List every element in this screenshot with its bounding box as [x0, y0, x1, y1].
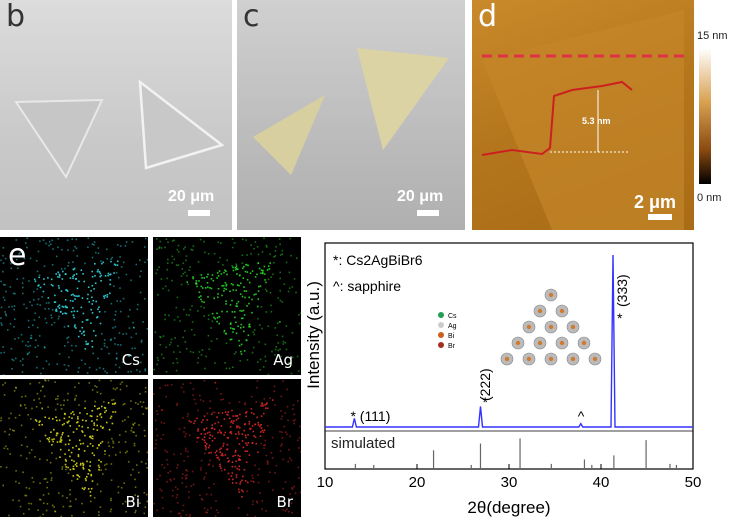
- y-axis-label: Intensity (a.u.): [305, 281, 323, 389]
- panel-label-c: c: [243, 0, 260, 34]
- scale-bar-b: [188, 210, 210, 216]
- inset-atom: [581, 340, 587, 346]
- panel-c: c 20 μm: [237, 0, 465, 230]
- x-tick-label-0: 10: [317, 474, 334, 491]
- eds-map-cs: Cs: [0, 237, 148, 375]
- inset-atom: [570, 356, 576, 362]
- peak-label-sapphire: ^: [578, 408, 585, 424]
- peak-star-222: *: [482, 394, 488, 410]
- inset-atom: [537, 340, 543, 346]
- inset-atom: [548, 356, 554, 362]
- inset-legend-dot-2: [438, 332, 444, 338]
- x-tick-label-1: 20: [409, 474, 426, 491]
- eds-label-bi: Bi: [125, 493, 140, 511]
- scale-text-c: 20 μm: [397, 188, 444, 205]
- panel-label-e: e: [8, 238, 27, 273]
- simulated-label: simulated: [331, 435, 395, 452]
- flake-triangle-4: [357, 48, 449, 150]
- scale-text-d: 2 μm: [634, 192, 677, 212]
- x-tick-label-2: 30: [501, 474, 518, 491]
- inset-legend-dot-3: [438, 342, 444, 348]
- flake-triangle-1: [14, 98, 104, 180]
- peak-star-333: *: [617, 310, 623, 326]
- scale-text-b: 20 μm: [168, 188, 215, 205]
- inset-legend-text-2: Bi: [448, 333, 455, 340]
- eds-label-ag: Ag: [273, 351, 293, 369]
- colorbar: [699, 48, 711, 184]
- profile-label: 5.3 nm: [582, 116, 611, 126]
- panel-d: 5.3 nm d 2 μm: [472, 0, 694, 230]
- inset-atom: [548, 292, 554, 298]
- x-axis-label: 2θ(degree): [467, 498, 550, 517]
- inset-atom: [515, 340, 521, 346]
- legend-entry-0: *: Cs2AgBiBr6: [333, 252, 423, 268]
- eds-label-cs: Cs: [121, 351, 140, 369]
- eds-map-ag: Ag: [153, 237, 301, 375]
- inset-legend-text-0: Cs: [448, 313, 457, 320]
- panel-c-image: [253, 48, 449, 175]
- legend-entry-1: ^: sapphire: [333, 278, 401, 294]
- height-profile: [481, 80, 633, 156]
- inset-atom: [526, 356, 532, 362]
- inset-atom: [559, 308, 565, 314]
- eds-map-bi: Bi: [0, 379, 148, 517]
- inset-legend-dot-1: [438, 322, 444, 328]
- inset-atom: [570, 324, 576, 330]
- panel-b: b 20 μm: [0, 0, 232, 230]
- eds-label-br: Br: [276, 493, 293, 511]
- inset-atom: [559, 340, 565, 346]
- flake-triangle-3: [253, 95, 325, 175]
- flake-triangle-2: [138, 79, 225, 170]
- panel-label-b: b: [6, 0, 26, 34]
- scale-bar-d: [648, 214, 672, 220]
- eds-map-br: Br: [153, 379, 301, 517]
- colorbar-max: 15 nm: [697, 30, 728, 42]
- panel-label-d: d: [478, 0, 498, 34]
- xrd-measured-line: [325, 254, 693, 428]
- inset-atom: [526, 324, 532, 330]
- inset-atom: [548, 324, 554, 330]
- panel-e: Cs Ag Bi Br e: [0, 237, 305, 527]
- panel-f-xrd-chart: simulated 10 20 30 40 50 2θ(degree) Intensity (…: [305, 242, 702, 517]
- panel-d-image: 5.3 nm: [481, 10, 684, 230]
- inset-atom: [592, 356, 598, 362]
- colorbar-min: 0 nm: [697, 192, 722, 204]
- inset-legend-text-1: Ag: [448, 323, 457, 330]
- peak-label-111: * (111): [350, 408, 390, 424]
- afm-flake: [482, 10, 684, 230]
- x-tick-label-3: 40: [593, 474, 610, 491]
- x-tick-label-4: 50: [685, 474, 702, 491]
- inset-legend-text-3: Br: [448, 343, 456, 350]
- scale-bar-c: [417, 210, 439, 216]
- peak-label-222: (222): [477, 368, 493, 401]
- inset-atom: [504, 356, 510, 362]
- inset-legend-dot-0: [438, 312, 444, 318]
- inset-atom: [537, 308, 543, 314]
- panel-b-image: [14, 79, 225, 180]
- peak-label-333: (333): [614, 274, 630, 307]
